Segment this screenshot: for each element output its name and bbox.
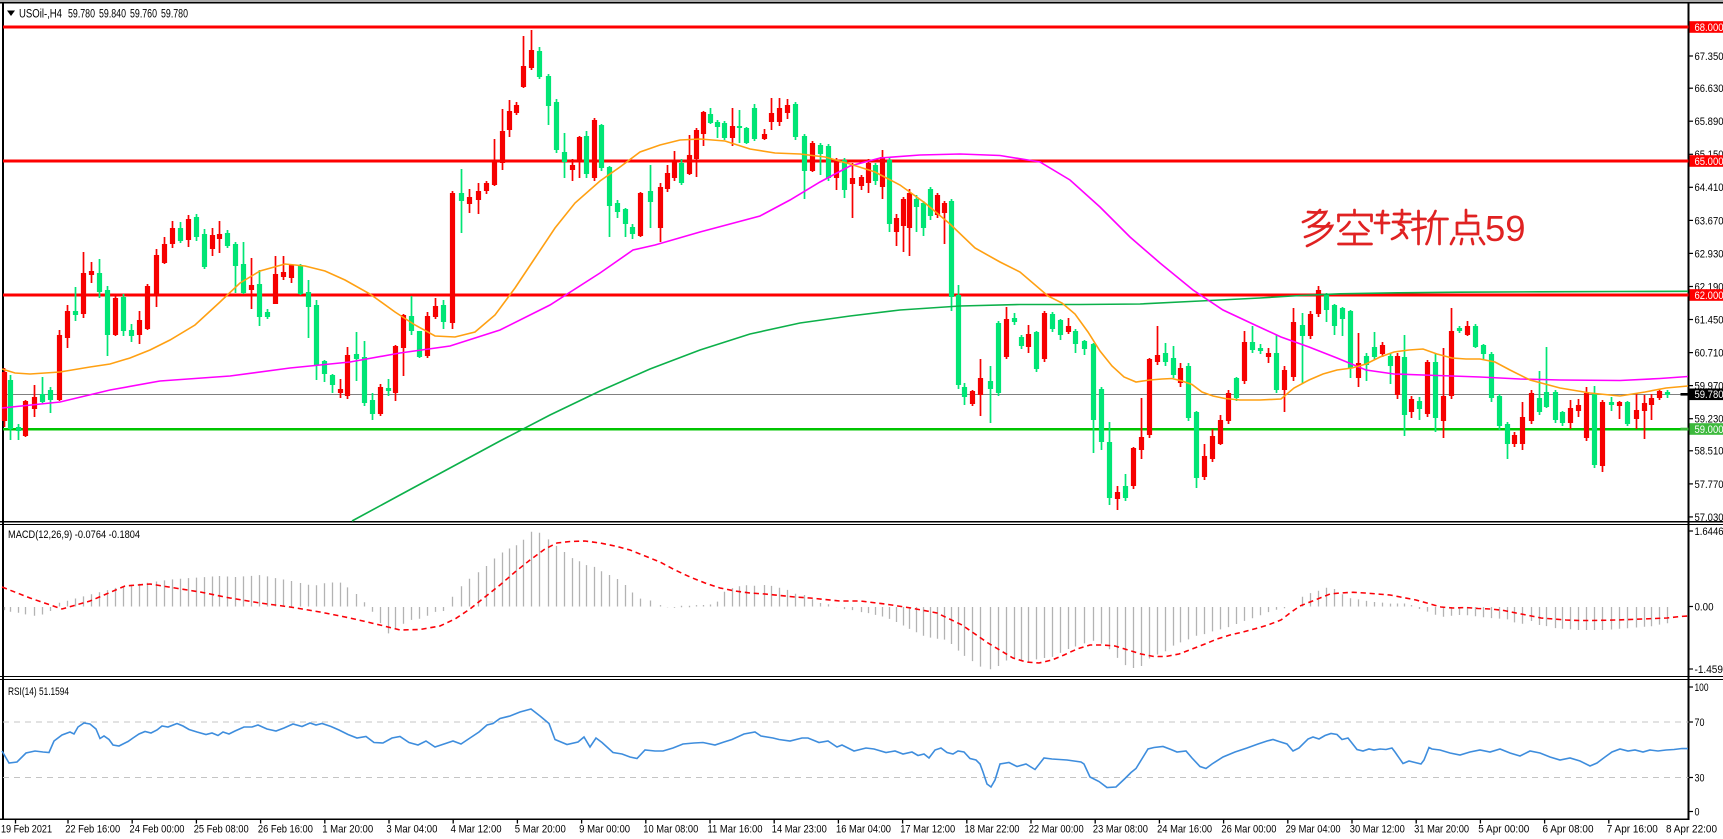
svg-text:24 Feb 00:00: 24 Feb 00:00 — [130, 824, 185, 836]
svg-text:59.230: 59.230 — [1695, 414, 1723, 426]
svg-text:59.780: 59.780 — [68, 9, 95, 21]
svg-text:USOil-,H4: USOil-,H4 — [19, 9, 62, 21]
svg-text:26 Feb 16:00: 26 Feb 16:00 — [258, 824, 313, 836]
svg-text:9 Mar 00:00: 9 Mar 00:00 — [579, 824, 630, 836]
svg-text:16 Mar 04:00: 16 Mar 04:00 — [836, 824, 891, 836]
svg-text:22 Mar 00:00: 22 Mar 00:00 — [1029, 824, 1084, 836]
svg-text:59.760: 59.760 — [130, 9, 157, 21]
svg-text:59.000: 59.000 — [1695, 424, 1723, 436]
svg-text:59: 59 — [1485, 208, 1526, 249]
svg-text:100: 100 — [1695, 682, 1709, 694]
svg-text:22 Feb 16:00: 22 Feb 16:00 — [65, 824, 120, 836]
svg-text:10 Mar 08:00: 10 Mar 08:00 — [643, 824, 698, 836]
svg-text:60.710: 60.710 — [1695, 348, 1723, 360]
svg-text:18 Mar 22:00: 18 Mar 22:00 — [965, 824, 1020, 836]
svg-text:65.000: 65.000 — [1695, 156, 1723, 168]
svg-text:7 Apr 16:00: 7 Apr 16:00 — [1607, 824, 1658, 836]
svg-text:30: 30 — [1695, 772, 1705, 784]
svg-text:1 Mar 20:00: 1 Mar 20:00 — [322, 824, 373, 836]
svg-text:65.890: 65.890 — [1695, 116, 1723, 128]
svg-text:0.00: 0.00 — [1695, 601, 1714, 613]
svg-text:14 Mar 23:00: 14 Mar 23:00 — [772, 824, 827, 836]
svg-text:59.780: 59.780 — [1695, 389, 1723, 401]
svg-text:70: 70 — [1695, 717, 1705, 729]
svg-text:64.410: 64.410 — [1695, 182, 1723, 194]
svg-text:63.670: 63.670 — [1695, 215, 1723, 227]
svg-text:4 Mar 12:00: 4 Mar 12:00 — [451, 824, 502, 836]
svg-text:5 Mar 20:00: 5 Mar 20:00 — [515, 824, 566, 836]
svg-text:5 Apr 00:00: 5 Apr 00:00 — [1478, 824, 1529, 836]
svg-text:3 Mar 04:00: 3 Mar 04:00 — [386, 824, 437, 836]
svg-text:31 Mar 20:00: 31 Mar 20:00 — [1414, 824, 1469, 836]
svg-text:25 Feb 08:00: 25 Feb 08:00 — [194, 824, 249, 836]
svg-text:68.000: 68.000 — [1695, 22, 1723, 34]
svg-text:57.030: 57.030 — [1695, 512, 1723, 524]
svg-text:66.630: 66.630 — [1695, 83, 1723, 95]
svg-text:26 Mar 00:00: 26 Mar 00:00 — [1221, 824, 1276, 836]
svg-text:29 Mar 04:00: 29 Mar 04:00 — [1286, 824, 1341, 836]
svg-text:59.780: 59.780 — [161, 9, 188, 21]
svg-text:61.450: 61.450 — [1695, 314, 1723, 326]
svg-text:1.6446: 1.6446 — [1695, 526, 1723, 538]
svg-text:0: 0 — [1695, 806, 1700, 818]
svg-text:62.930: 62.930 — [1695, 248, 1723, 260]
svg-text:67.350: 67.350 — [1695, 51, 1723, 63]
svg-text:11 Mar 16:00: 11 Mar 16:00 — [708, 824, 763, 836]
svg-text:59.840: 59.840 — [99, 9, 126, 21]
svg-text:30 Mar 12:00: 30 Mar 12:00 — [1350, 824, 1405, 836]
svg-text:24 Mar 16:00: 24 Mar 16:00 — [1157, 824, 1212, 836]
svg-text:17 Mar 12:00: 17 Mar 12:00 — [900, 824, 955, 836]
svg-text:6 Apr 08:00: 6 Apr 08:00 — [1543, 824, 1594, 836]
svg-text:23 Mar 08:00: 23 Mar 08:00 — [1093, 824, 1148, 836]
svg-text:58.510: 58.510 — [1695, 446, 1723, 458]
svg-text:-1.4594: -1.4594 — [1695, 664, 1723, 676]
svg-text:MACD(12,26,9) -0.0764 -0.1804: MACD(12,26,9) -0.0764 -0.1804 — [8, 529, 140, 541]
svg-text:RSI(14) 51.1594: RSI(14) 51.1594 — [8, 686, 69, 698]
svg-text:19 Feb 2021: 19 Feb 2021 — [1, 824, 52, 836]
svg-text:62.000: 62.000 — [1695, 290, 1723, 302]
svg-text:57.770: 57.770 — [1695, 479, 1723, 491]
svg-text:8 Apr 22:00: 8 Apr 22:00 — [1666, 824, 1717, 836]
